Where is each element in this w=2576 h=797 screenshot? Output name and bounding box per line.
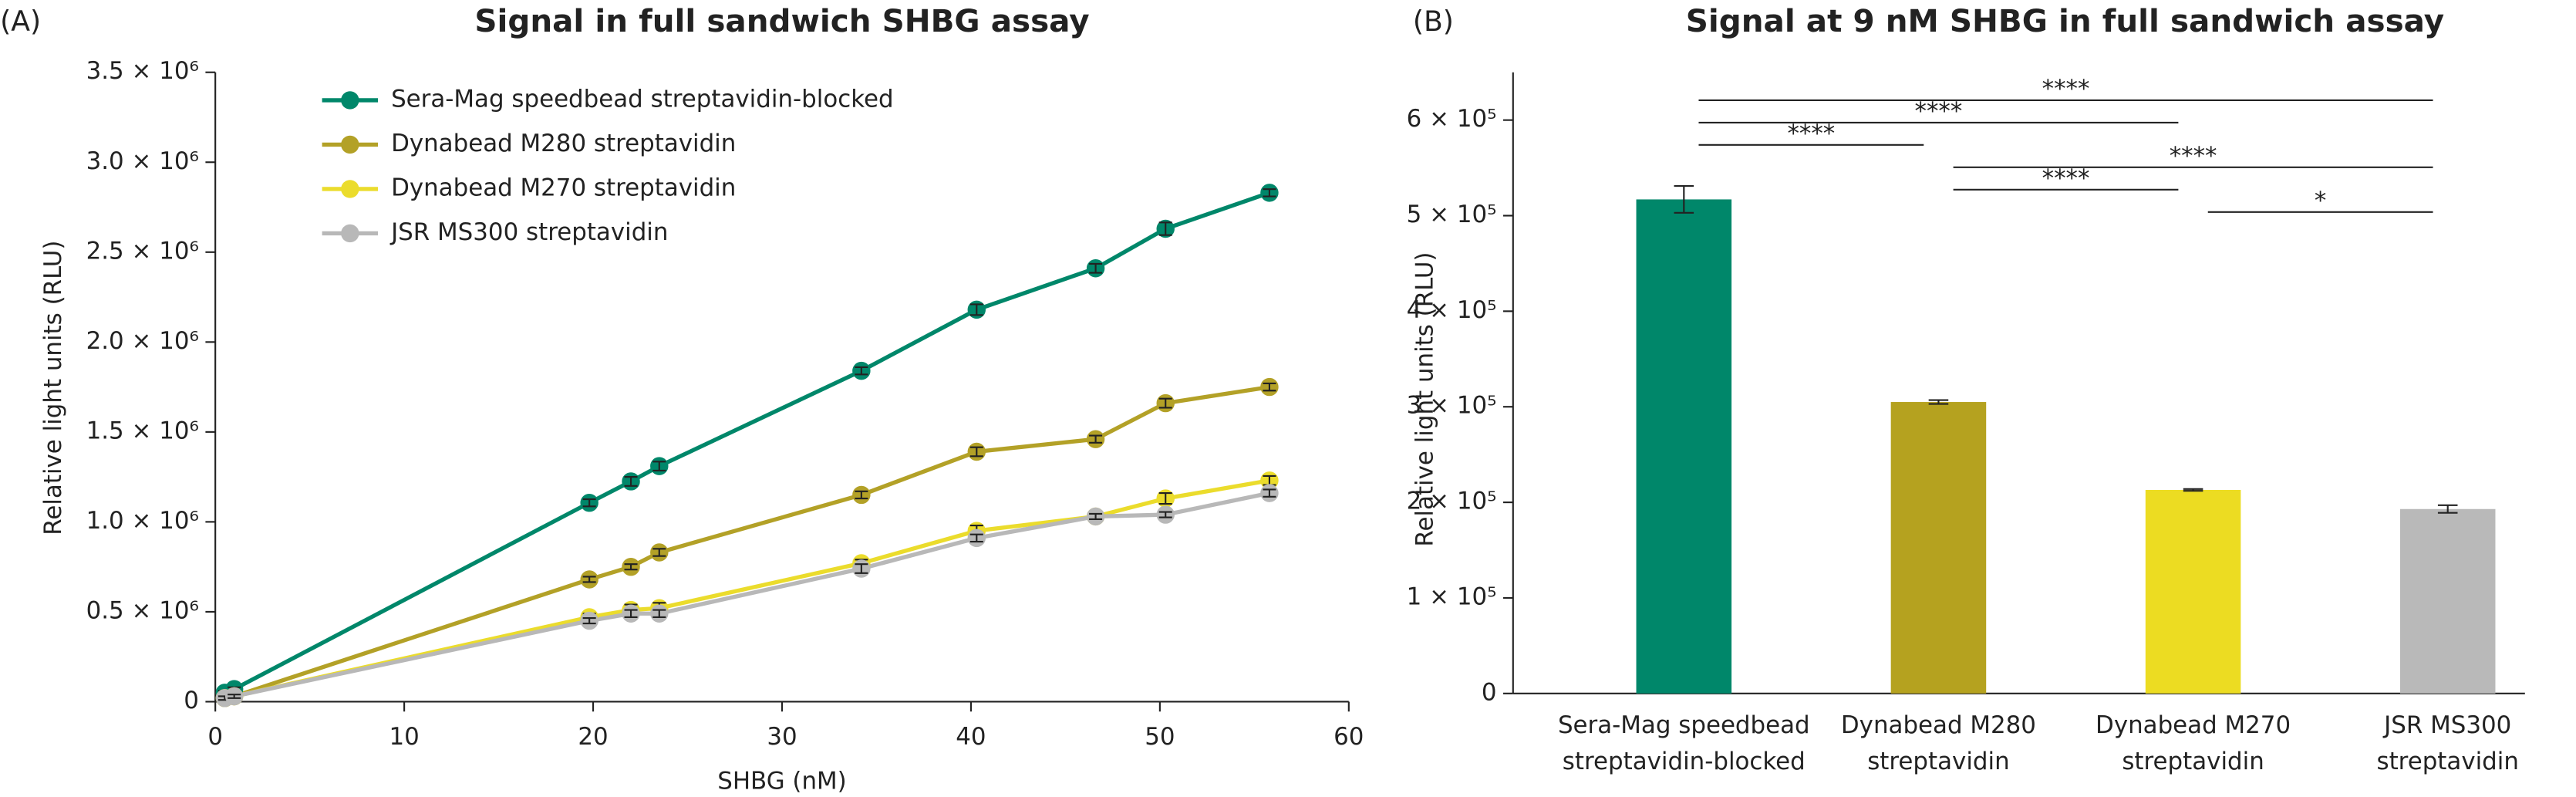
- error-bar: [2183, 488, 2203, 492]
- x-tick-label: Sera-Mag speedbead: [1558, 711, 1810, 739]
- error-bar: [624, 476, 638, 487]
- x-tick-label: streptavidin: [2376, 748, 2518, 775]
- bar: [1636, 199, 1732, 694]
- y-axis-label: Relative light units (RLU): [1411, 252, 1438, 547]
- bar: [2399, 508, 2496, 694]
- series-line: [224, 384, 1270, 701]
- error-bar: [1158, 397, 1172, 409]
- y-axis-label: Relative light units (RLU): [39, 241, 67, 535]
- error-bar: [855, 366, 868, 376]
- error-bar: [624, 609, 638, 618]
- y-tick-label: 0.5 × 10⁶: [86, 596, 199, 624]
- error-bar: [582, 617, 596, 625]
- y-tick-label: 0: [184, 687, 199, 714]
- chart-title: Signal in full sandwich SHBG assay: [474, 2, 1089, 39]
- error-bar: [1263, 382, 1276, 392]
- x-axis-label: SHBG (nM): [717, 767, 847, 795]
- legend-marker: [341, 224, 359, 243]
- significance-label: ****: [2042, 76, 2090, 103]
- y-tick-label: 2.0 × 10⁶: [86, 327, 199, 355]
- error-bar: [969, 446, 983, 458]
- panel-label: (A): [0, 5, 41, 38]
- error-bar: [582, 576, 596, 583]
- x-tick-label: 20: [578, 723, 608, 751]
- chart-title: Signal at 9 nM SHBG in full sandwich ass…: [1686, 2, 2444, 39]
- y-tick-label: 1 × 10⁵: [1407, 583, 1497, 610]
- x-tick-label: 60: [1334, 723, 1364, 751]
- x-tick-label: Dynabead M270: [2096, 711, 2291, 739]
- x-tick-label: streptavidin-blocked: [1563, 748, 1806, 775]
- y-tick-label: 0: [1482, 678, 1497, 706]
- legend-label: Sera-Mag speedbead streptavidin-blocked: [391, 85, 894, 113]
- error-bar: [1089, 262, 1103, 274]
- x-tick-label: 40: [956, 723, 986, 751]
- error-bar: [1158, 221, 1172, 236]
- x-tick-label: Dynabead M280: [1841, 711, 2036, 739]
- error-bar: [582, 498, 596, 508]
- significance-label: ****: [2170, 143, 2217, 171]
- error-bar: [1263, 488, 1276, 498]
- x-tick-label: 50: [1145, 723, 1175, 751]
- y-tick-label: 3.0 × 10⁶: [86, 147, 199, 175]
- legend-label: Dynabead M270 streptavidin: [391, 174, 736, 201]
- y-tick-label: 4 × 10⁵: [1407, 296, 1497, 324]
- legend-marker: [341, 91, 359, 110]
- y-tick-label: 6 × 10⁵: [1407, 105, 1497, 133]
- bar: [1890, 402, 1987, 694]
- error-bar: [228, 694, 241, 699]
- y-tick-label: 3 × 10⁵: [1407, 392, 1497, 420]
- error-bar: [1263, 188, 1276, 198]
- y-tick-label: 5 × 10⁵: [1407, 201, 1497, 228]
- legend-marker: [341, 180, 359, 198]
- y-tick-label: 3.5 × 10⁶: [86, 57, 199, 85]
- error-bar: [855, 490, 868, 500]
- y-tick-label: 2.5 × 10⁶: [86, 237, 199, 265]
- x-tick-label: streptavidin: [1867, 748, 2009, 775]
- legend-label: JSR MS300 streptavidin: [389, 218, 668, 246]
- error-bar: [1158, 511, 1172, 518]
- x-tick-label: streptavidin: [2122, 748, 2264, 775]
- legend-marker: [341, 135, 359, 154]
- x-tick-label: JSR MS300: [2382, 711, 2511, 739]
- error-bar: [855, 563, 868, 574]
- x-tick-label: 30: [767, 723, 797, 751]
- significance-label: ****: [1915, 98, 1963, 126]
- error-bar: [969, 303, 983, 316]
- significance-label: ****: [1787, 120, 1835, 148]
- error-bar: [1674, 185, 1694, 214]
- y-tick-label: 2 × 10⁵: [1407, 488, 1497, 515]
- series-line: [224, 491, 1270, 701]
- error-bar: [624, 563, 638, 571]
- error-bar: [1158, 492, 1172, 505]
- legend-label: Dynabead M280 streptavidin: [391, 130, 736, 157]
- series-line: [224, 191, 1270, 695]
- error-bar: [1089, 434, 1103, 444]
- bar: [2145, 489, 2241, 694]
- y-tick-label: 1.0 × 10⁶: [86, 507, 199, 535]
- error-bar: [652, 461, 666, 472]
- error-bar: [2437, 504, 2458, 514]
- error-bar: [1089, 512, 1103, 520]
- error-bar: [1928, 399, 1949, 405]
- significance-label: ****: [2042, 165, 2090, 193]
- error-bar: [969, 533, 983, 543]
- panel-label: (B): [1413, 5, 1454, 38]
- x-tick-label: 10: [389, 723, 419, 751]
- x-tick-label: 0: [207, 723, 223, 751]
- error-bar: [652, 609, 666, 618]
- error-bar: [652, 548, 666, 557]
- significance-label: *: [2315, 187, 2326, 214]
- y-tick-label: 1.5 × 10⁶: [86, 417, 199, 444]
